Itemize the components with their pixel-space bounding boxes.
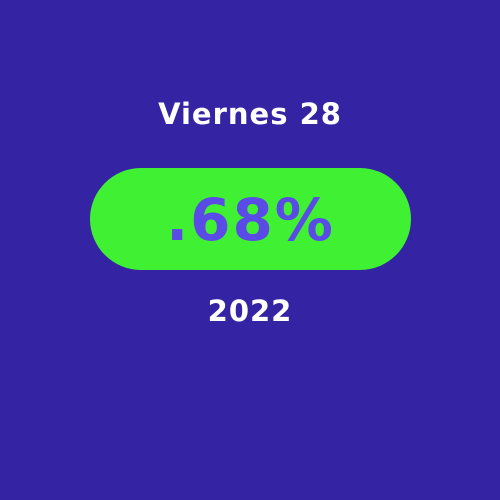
value-pill: .68% bbox=[90, 168, 411, 270]
percentage-value: .68% bbox=[166, 186, 335, 254]
date-label: Viernes 28 bbox=[158, 97, 342, 131]
year-label: 2022 bbox=[207, 294, 293, 328]
